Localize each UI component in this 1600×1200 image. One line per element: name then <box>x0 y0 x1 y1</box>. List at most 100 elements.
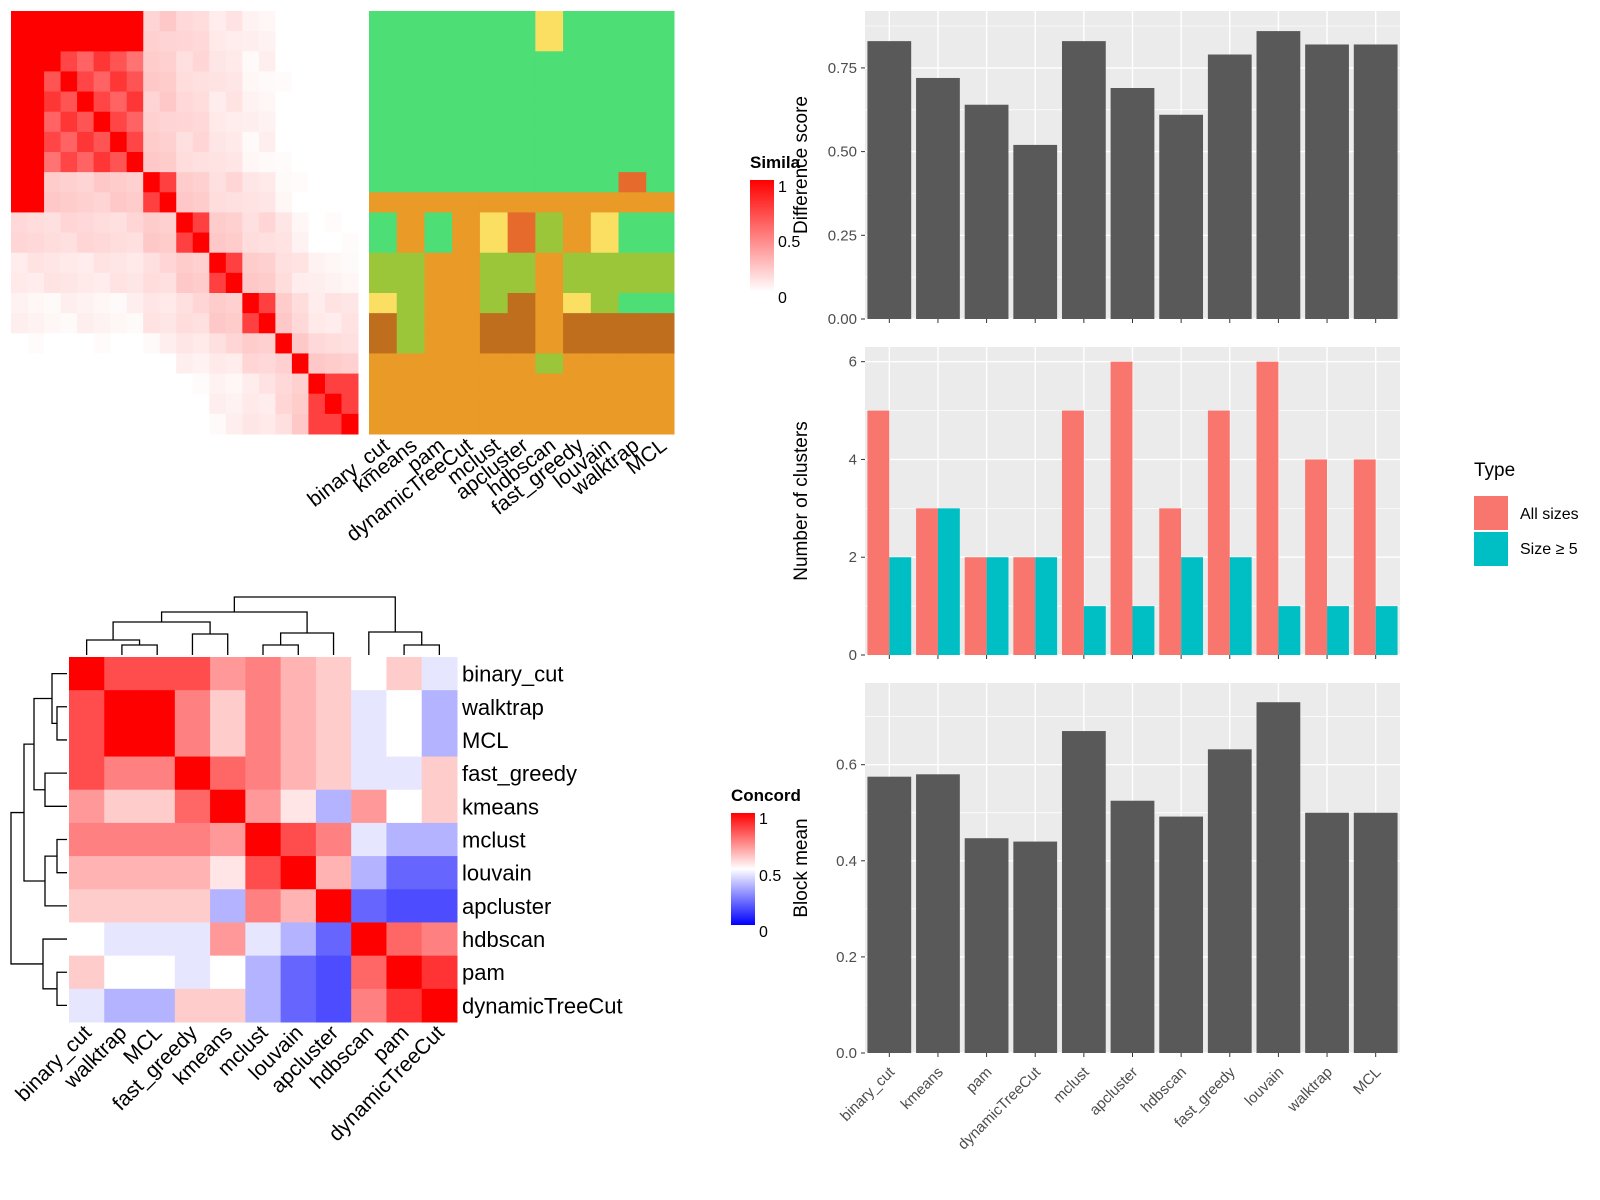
similarity-cell <box>27 413 45 435</box>
similarity-cell <box>209 111 227 133</box>
concordance-cell <box>280 922 317 957</box>
cluster-cell <box>424 131 453 153</box>
cluster-cell <box>563 373 592 395</box>
cluster-cell <box>646 232 675 254</box>
concordance-legend-tick-1: 1 <box>759 811 768 828</box>
similarity-cell <box>291 11 309 32</box>
concordance-cell <box>386 822 423 857</box>
concordance-cell <box>210 922 246 957</box>
cluster-cell <box>479 11 509 32</box>
cluster-cell <box>535 31 564 52</box>
similarity-cell <box>209 212 227 234</box>
similarity-cell <box>308 272 326 294</box>
cluster-cell <box>369 353 398 375</box>
y-axis-label: Block mean <box>791 818 812 917</box>
cluster-cell <box>369 71 398 93</box>
similarity-cell <box>176 152 194 173</box>
similarity-cell <box>225 131 243 153</box>
cluster-cell <box>424 353 453 375</box>
concordance-cell <box>139 657 176 691</box>
similarity-cell <box>291 31 309 52</box>
concordance-cell <box>280 756 317 791</box>
bar <box>867 776 912 1053</box>
concordance-cell <box>421 657 458 691</box>
similarity-cell <box>242 11 260 32</box>
cluster-cell <box>396 353 425 375</box>
cluster-cell <box>452 272 481 294</box>
cluster-cell <box>646 393 675 415</box>
concordance-cell <box>139 822 176 857</box>
cluster-cell <box>535 111 564 133</box>
similarity-cell <box>44 51 62 72</box>
similarity-cell <box>242 413 260 435</box>
similarity-cell <box>11 373 29 395</box>
similarity-cell <box>11 232 29 254</box>
similarity-cell <box>225 192 243 213</box>
cluster-cell <box>618 333 647 354</box>
similarity-cell <box>242 373 260 395</box>
similarity-cell <box>159 232 177 254</box>
similarity-cell <box>143 393 161 415</box>
cluster-cell <box>369 111 398 133</box>
concordance-cell <box>351 856 387 890</box>
similarity-cell <box>143 293 161 314</box>
similarity-cell <box>176 313 194 334</box>
similarity-cell <box>93 232 111 254</box>
concordance-cell <box>210 690 246 724</box>
similarity-cell <box>110 91 128 113</box>
bar <box>916 77 960 320</box>
similarity-cell <box>308 232 326 254</box>
y-axis-label: Number of clusters <box>791 421 812 580</box>
bar <box>1159 114 1204 319</box>
cluster-cell <box>479 111 509 133</box>
similarity-cell <box>242 192 260 213</box>
y-tick-label: 0.75 <box>828 60 857 77</box>
cluster-cell <box>646 71 675 93</box>
concordance-cell <box>69 988 105 1023</box>
similarity-cell <box>192 51 210 72</box>
similarity-cell <box>176 111 194 133</box>
cluster-cell <box>535 152 564 173</box>
similarity-cell <box>341 111 359 133</box>
similarity-cell <box>60 413 78 435</box>
concordance-cell <box>386 988 423 1023</box>
similarity-cell <box>60 51 78 72</box>
cluster-cell <box>618 91 647 113</box>
similarity-cell <box>110 333 128 354</box>
cluster-cell <box>369 313 398 334</box>
similarity-legend-colorbar <box>750 180 774 292</box>
concordance-cell <box>210 756 246 791</box>
concordance-legend-title: Concord <box>731 786 801 805</box>
bar-size-ge5 <box>986 557 1009 655</box>
similarity-cell <box>192 111 210 133</box>
concordance-cell <box>386 690 423 724</box>
similarity-cell <box>242 313 260 334</box>
concordance-cell <box>245 756 282 791</box>
similarity-cell <box>110 393 128 415</box>
cluster-cell <box>563 11 592 32</box>
similarity-cell <box>143 111 161 133</box>
similarity-cell <box>341 131 359 153</box>
similarity-cell <box>159 172 177 193</box>
similarity-cell <box>275 313 293 334</box>
similarity-cell <box>77 232 95 254</box>
similarity-cell <box>275 51 293 72</box>
similarity-cell <box>258 192 276 213</box>
similarity-cell <box>60 373 78 395</box>
concordance-cell <box>421 988 458 1023</box>
similarity-cell <box>11 333 29 354</box>
similarity-cell <box>242 272 260 294</box>
concordance-cell <box>351 756 387 791</box>
similarity-cell <box>77 192 95 213</box>
cluster-cell <box>479 413 509 435</box>
similarity-legend-tick-05: 0.5 <box>778 234 800 251</box>
similarity-cell <box>143 313 161 334</box>
similarity-cell <box>308 152 326 173</box>
similarity-cell <box>341 333 359 354</box>
cluster-cell <box>590 272 620 294</box>
similarity-cell <box>93 393 111 415</box>
cluster-cell <box>396 172 425 193</box>
similarity-cell <box>324 252 342 274</box>
cluster-cell <box>563 333 592 354</box>
similarity-cell <box>258 393 276 415</box>
